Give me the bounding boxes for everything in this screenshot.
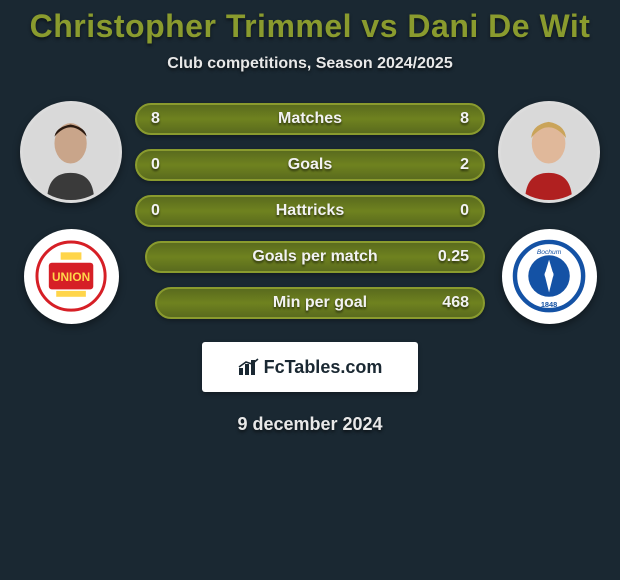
- stats-column: 8Matches80Goals20Hattricks0Goals per mat…: [135, 101, 485, 319]
- left-column: UNION: [19, 101, 123, 324]
- stat-pill: Min per goal468: [155, 287, 485, 319]
- stat-label: Min per goal: [157, 294, 483, 312]
- club-left-logo: UNION: [24, 229, 119, 324]
- club-right-logo: Bochum 1848: [502, 229, 597, 324]
- bochum-badge-icon: Bochum 1848: [512, 239, 586, 313]
- stat-right-value: 468: [442, 294, 469, 312]
- comparison-card: Christopher Trimmel vs Dani De Wit Club …: [0, 0, 620, 435]
- stat-right-value: 2: [460, 156, 469, 174]
- main-row: UNION 8Matches80Goals20Hattricks0Goals p…: [0, 101, 620, 324]
- stat-left-value: 0: [151, 156, 160, 174]
- subtitle: Club competitions, Season 2024/2025: [0, 55, 620, 73]
- club-right-name: Bochum: [537, 249, 562, 256]
- stat-right-value: 0.25: [438, 248, 469, 266]
- person-icon: [37, 120, 104, 202]
- date-label: 9 december 2024: [0, 414, 620, 435]
- stat-left-value: 0: [151, 202, 160, 220]
- stat-label: Goals per match: [147, 248, 483, 266]
- stat-label: Matches: [137, 110, 483, 128]
- brand-box[interactable]: FcTables.com: [202, 342, 418, 392]
- brand-label: FcTables.com: [264, 357, 383, 378]
- stat-label: Hattricks: [137, 202, 483, 220]
- svg-text:UNION: UNION: [52, 271, 90, 285]
- stat-pill: 0Hattricks0: [135, 195, 485, 227]
- bar-chart-icon: [238, 358, 260, 376]
- right-column: Bochum 1848: [497, 101, 601, 324]
- stat-label: Goals: [137, 156, 483, 174]
- stat-pill: 8Matches8: [135, 103, 485, 135]
- person-icon: [515, 120, 582, 202]
- page-title: Christopher Trimmel vs Dani De Wit: [0, 8, 620, 45]
- stat-right-value: 8: [460, 110, 469, 128]
- stat-right-value: 0: [460, 202, 469, 220]
- club-right-year: 1848: [541, 301, 557, 310]
- union-badge-icon: UNION: [34, 239, 108, 313]
- stat-left-value: 8: [151, 110, 160, 128]
- player-left-avatar: [20, 101, 122, 203]
- stat-pill: 0Goals2: [135, 149, 485, 181]
- stat-pill: Goals per match0.25: [145, 241, 485, 273]
- player-right-avatar: [498, 101, 600, 203]
